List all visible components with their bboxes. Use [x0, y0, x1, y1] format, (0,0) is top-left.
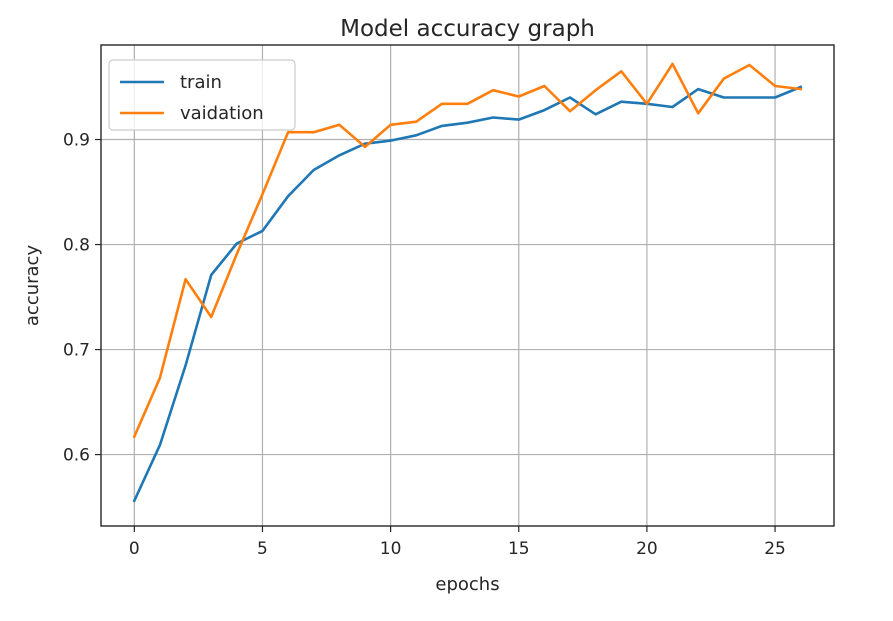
x-tick-label: 25	[764, 539, 786, 559]
x-tick-label: 0	[129, 539, 140, 559]
legend-label-train: train	[180, 72, 222, 93]
y-tick-label: 0.9	[63, 131, 90, 151]
y-tick-label: 0.7	[63, 341, 90, 361]
y-tick-label: 0.6	[63, 446, 90, 466]
series-line-vaidation	[132, 62, 803, 439]
x-axis-label: epochs	[435, 574, 499, 595]
y-axis-label: accuracy	[22, 245, 43, 327]
x-tick-label: 5	[257, 539, 268, 559]
series-line-train	[132, 85, 803, 503]
y-tick-label: 0.8	[63, 236, 90, 256]
plot-frame	[100, 44, 835, 527]
x-tick-label: 15	[508, 539, 530, 559]
axis-ticks: 0 5 10 15 20 25 0.6 0.7 0.8 0.9	[63, 131, 786, 559]
x-tick-label: 10	[380, 539, 402, 559]
legend: train vaidation	[108, 59, 296, 131]
chart-title: Model accuracy graph	[340, 16, 595, 42]
x-tick-label: 20	[636, 539, 658, 559]
series-lines	[132, 62, 803, 503]
legend-label-vaidation: vaidation	[180, 103, 264, 124]
